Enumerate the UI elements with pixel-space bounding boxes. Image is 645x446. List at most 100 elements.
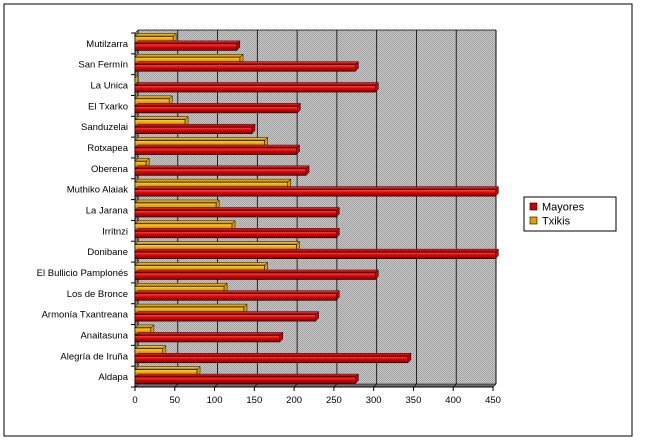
bar-mayores-los-de-bronce bbox=[134, 290, 340, 301]
bar-mayores-el-bullicio-pamplon-s bbox=[134, 269, 379, 281]
bar-top-face bbox=[134, 228, 340, 232]
category-label: Aldapa bbox=[98, 372, 128, 383]
category-label: El Bullicio Pamplonés bbox=[37, 268, 129, 279]
bar-mayores-mutilzarra bbox=[134, 40, 241, 52]
legend-label: Mayores bbox=[542, 202, 585, 214]
bar-top-face bbox=[134, 332, 284, 336]
bar-top-face bbox=[134, 165, 310, 170]
category-label: Anaitasuna bbox=[80, 330, 128, 341]
bar-top-face bbox=[134, 40, 241, 45]
bar-top-face bbox=[134, 53, 244, 58]
x-tick-label: 100 bbox=[207, 395, 223, 406]
bar-top-face bbox=[134, 353, 412, 357]
bar-mayores-muthiko-alaiak bbox=[134, 186, 499, 197]
bar-top-face bbox=[134, 116, 189, 120]
gridline-floor bbox=[492, 383, 497, 388]
bar-top-face bbox=[134, 61, 359, 65]
bar-mayores-oberena bbox=[134, 165, 310, 176]
bar-top-face bbox=[134, 220, 236, 225]
bar-top-face bbox=[134, 207, 340, 211]
bar-end-face bbox=[355, 373, 359, 385]
bar-top-face bbox=[134, 283, 228, 287]
bar-mayores-anaitasuna bbox=[134, 331, 284, 343]
bar-top-face bbox=[134, 290, 340, 295]
bar-top-face bbox=[134, 137, 269, 141]
bar-top-face bbox=[134, 345, 167, 350]
x-tick-label: 350 bbox=[406, 395, 422, 406]
bar-top-face bbox=[134, 311, 320, 315]
bar-txikis-donibane bbox=[134, 241, 301, 252]
legend-swatch bbox=[529, 202, 538, 211]
bar-top-face bbox=[134, 123, 256, 128]
bar-front-face bbox=[134, 147, 297, 155]
category-label: Mutilzarra bbox=[86, 39, 128, 50]
x-tick-label: 0 bbox=[132, 395, 137, 406]
bar-mayores-el-txarko bbox=[134, 102, 301, 114]
bar-top-face bbox=[134, 33, 177, 37]
bar-front-face bbox=[134, 168, 307, 176]
bar-front-face bbox=[134, 106, 298, 114]
x-tick-label: 250 bbox=[326, 395, 342, 406]
bar-mayores-armon-a-txantreana bbox=[134, 311, 320, 322]
category-label: San Fermín bbox=[78, 60, 128, 71]
category-label: Oberena bbox=[91, 164, 129, 175]
bar-top-face bbox=[134, 262, 269, 266]
bar-mayores-la-unica bbox=[134, 81, 379, 93]
bar-top-face bbox=[134, 241, 301, 245]
bar-mayores-sanduzelai bbox=[134, 123, 256, 135]
bar-top-face bbox=[134, 178, 292, 183]
bar-top-face bbox=[134, 303, 248, 308]
bar-top-face bbox=[134, 373, 359, 378]
bar-end-face bbox=[296, 144, 300, 156]
bar-end-face bbox=[279, 331, 284, 343]
category-label: El Txarko bbox=[88, 101, 128, 112]
category-label: Irritnzi bbox=[102, 226, 128, 237]
bar-mayores-san-ferm-n bbox=[134, 61, 359, 72]
bar-front-face bbox=[134, 314, 316, 322]
bar-end-face bbox=[251, 123, 256, 135]
x-tick-label: 200 bbox=[286, 395, 302, 406]
bar-mayores-irritnzi bbox=[134, 227, 340, 239]
legend-box bbox=[523, 196, 617, 232]
bar-top-face bbox=[134, 103, 301, 107]
x-tick-label: 400 bbox=[445, 395, 461, 406]
bar-end-face bbox=[336, 290, 340, 301]
bar-top-face bbox=[134, 144, 301, 149]
bar-front-face bbox=[134, 376, 356, 384]
bar-front-face bbox=[134, 355, 409, 364]
bar-end-face bbox=[407, 352, 412, 364]
category-label: La Jarana bbox=[86, 206, 129, 217]
bar-front-face bbox=[134, 231, 337, 239]
bar-txikis-rotxapea bbox=[134, 136, 269, 148]
bar-txikis-la-unica bbox=[134, 74, 139, 86]
category-label: Los de Bronce bbox=[67, 289, 128, 300]
category-label: Rotxapea bbox=[87, 143, 128, 154]
category-label: La Unica bbox=[91, 81, 129, 92]
bar-mayores-aldapa bbox=[134, 373, 359, 385]
bar-end-face bbox=[495, 186, 499, 197]
bar-front-face bbox=[134, 126, 253, 135]
x-tick-label: 150 bbox=[246, 395, 262, 406]
x-tick-label: 450 bbox=[485, 395, 501, 406]
bar-front-face bbox=[134, 335, 281, 343]
bar-end-face bbox=[236, 40, 241, 52]
category-label: Muthiko Alaiak bbox=[67, 185, 129, 196]
x-tick-label: 300 bbox=[366, 395, 382, 406]
x-tick-label: 50 bbox=[169, 395, 180, 406]
bar-mayores-alegr-a-de-iru-a bbox=[134, 352, 412, 364]
bar-top-face bbox=[134, 82, 379, 86]
bar-end-face bbox=[305, 165, 310, 176]
bar-end-face bbox=[375, 269, 379, 281]
bar-end-face bbox=[495, 248, 499, 260]
bar-end-face bbox=[355, 61, 359, 72]
bar-front-face bbox=[134, 272, 376, 280]
bar-txikis-anaitasuna bbox=[134, 324, 155, 336]
bar-top-face bbox=[134, 248, 499, 253]
bar-end-face bbox=[375, 81, 379, 93]
bar-top-face bbox=[134, 95, 173, 100]
bar-mayores-donibane bbox=[134, 248, 499, 260]
bar-txikis-el-bullicio-pamplon-s bbox=[134, 261, 269, 273]
category-label: Alegría de Iruña bbox=[60, 351, 128, 362]
